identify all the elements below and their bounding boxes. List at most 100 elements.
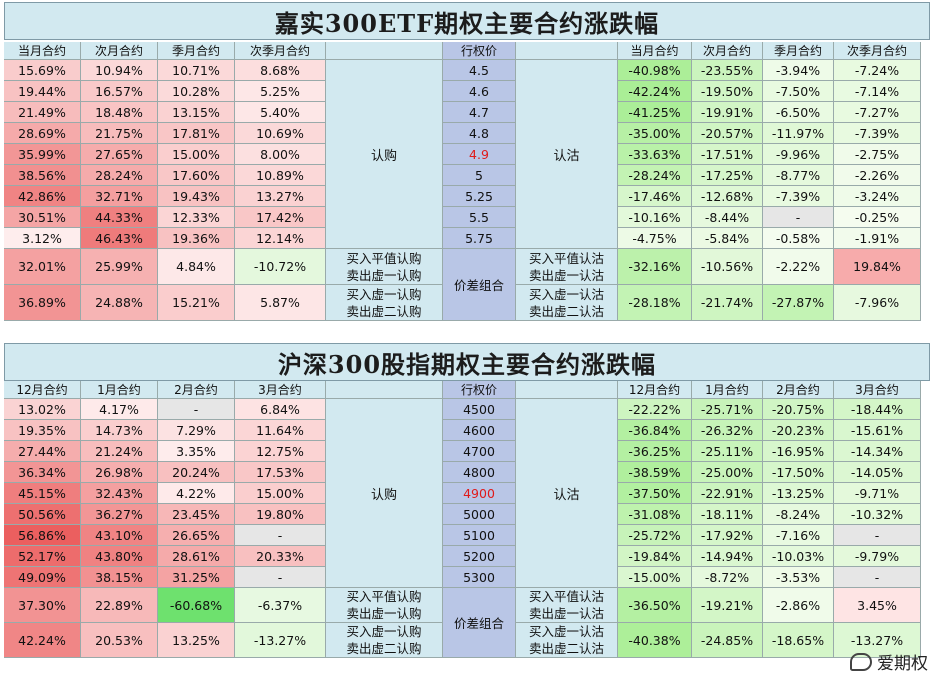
spread-call-cell: -6.37% xyxy=(235,588,326,623)
call-change-cell: 19.35% xyxy=(4,420,81,441)
blank-header xyxy=(326,381,443,399)
spread-call-cell: 25.99% xyxy=(81,249,158,285)
call-change-cell: 17.53% xyxy=(235,462,326,483)
desc-line: 买入虚一认购 xyxy=(346,286,422,302)
put-change-cell: -38.59% xyxy=(618,462,692,483)
strike-cell: 5100 xyxy=(443,525,516,546)
put-change-cell: -7.24% xyxy=(834,60,921,81)
call-col-header: 12月合约 xyxy=(4,381,81,399)
call-change-cell: 49.09% xyxy=(4,567,81,588)
strike-cell: 4900 xyxy=(443,483,516,504)
put-change-cell: -0.58% xyxy=(763,228,834,249)
desc-line: 卖出虚一认沽 xyxy=(528,267,604,283)
put-change-cell: -14.05% xyxy=(834,462,921,483)
desc-line: 买入虚一认沽 xyxy=(528,624,604,639)
strike-cell: 5.75 xyxy=(443,228,516,249)
call-change-cell: 26.65% xyxy=(158,525,235,546)
call-change-cell: 13.27% xyxy=(235,186,326,207)
call-change-cell: 10.89% xyxy=(235,165,326,186)
put-change-cell: -17.51% xyxy=(692,144,763,165)
spread-put-cell: -19.21% xyxy=(692,588,763,623)
desc-line: 卖出虚一认沽 xyxy=(528,606,604,621)
put-col-header: 当月合约 xyxy=(618,42,692,60)
call-spread-desc: 买入平值认购 卖出虚一认购 xyxy=(326,588,443,623)
spread-call-cell: 37.30% xyxy=(4,588,81,623)
spread-call-cell: 32.01% xyxy=(4,249,81,285)
put-col-header: 季月合约 xyxy=(763,42,834,60)
put-change-cell: -18.11% xyxy=(692,504,763,525)
call-change-cell: 19.80% xyxy=(235,504,326,525)
blank-header xyxy=(516,381,618,399)
put-change-cell: -9.71% xyxy=(834,483,921,504)
put-change-cell: -20.75% xyxy=(763,399,834,420)
call-col-header: 次季月合约 xyxy=(235,42,326,60)
blank-header xyxy=(326,42,443,60)
watermark: 爱期权 xyxy=(850,649,928,674)
call-change-cell: 3.35% xyxy=(158,441,235,462)
strike-cell: 4600 xyxy=(443,420,516,441)
put-label: 认沽 xyxy=(516,399,618,588)
put-col-header: 2月合约 xyxy=(763,381,834,399)
put-change-cell: -25.72% xyxy=(618,525,692,546)
call-change-cell: 26.98% xyxy=(81,462,158,483)
put-change-cell: -42.24% xyxy=(618,81,692,102)
put-change-cell: -15.00% xyxy=(618,567,692,588)
put-change-cell: -25.11% xyxy=(692,441,763,462)
blank-header xyxy=(516,42,618,60)
call-col-header: 季月合约 xyxy=(158,42,235,60)
call-change-cell: 7.29% xyxy=(158,420,235,441)
panel-title: 沪深300股指期权主要合约涨跌幅 xyxy=(4,343,930,381)
desc-line: 买入虚一认沽 xyxy=(528,286,604,302)
put-change-cell: -25.00% xyxy=(692,462,763,483)
desc-line: 卖出虚二认沽 xyxy=(528,641,604,656)
call-change-cell: 10.94% xyxy=(81,60,158,81)
desc-line: 卖出虚二认购 xyxy=(346,303,422,319)
spread-put-cell: -24.85% xyxy=(692,623,763,658)
call-change-cell: 15.00% xyxy=(158,144,235,165)
panel-title: 嘉实300ETF期权主要合约涨跌幅 xyxy=(4,2,930,40)
index-option-panel: 沪深300股指期权主要合约涨跌幅 12月合约 1月合约 2月合约 3月合约 行权价 12月… xyxy=(4,343,930,663)
desc-line: 卖出虚二认购 xyxy=(346,641,422,656)
spread-put-cell: -2.22% xyxy=(763,249,834,285)
call-change-cell: 5.40% xyxy=(235,102,326,123)
call-spread-desc: 买入虚一认购 卖出虚二认购 xyxy=(326,623,443,658)
put-change-cell: - xyxy=(763,207,834,228)
put-change-cell: -7.27% xyxy=(834,102,921,123)
call-col-header: 次月合约 xyxy=(81,42,158,60)
call-change-cell: 15.00% xyxy=(235,483,326,504)
put-change-cell: -3.53% xyxy=(763,567,834,588)
call-change-cell: 38.15% xyxy=(81,567,158,588)
call-change-cell: 15.69% xyxy=(4,60,81,81)
desc-line: 卖出虚一认购 xyxy=(346,267,422,283)
put-change-cell: -4.75% xyxy=(618,228,692,249)
put-change-cell: -0.25% xyxy=(834,207,921,228)
put-change-cell: -20.23% xyxy=(763,420,834,441)
put-label: 认沽 xyxy=(516,60,618,249)
call-change-cell: 6.84% xyxy=(235,399,326,420)
put-change-cell: -36.25% xyxy=(618,441,692,462)
change-table: 12月合约 1月合约 2月合约 3月合约 行权价 12月合约 1月合约 2月合约 3月合约 认购认… xyxy=(4,381,930,663)
call-change-cell: 8.68% xyxy=(235,60,326,81)
call-change-cell: 17.42% xyxy=(235,207,326,228)
put-change-cell: -1.91% xyxy=(834,228,921,249)
change-table: 当月合约 次月合约 季月合约 次季月合约 行权价 当月合约 次月合约 季月合约 次季月合约 认购认… xyxy=(4,42,930,326)
call-change-cell: 32.71% xyxy=(81,186,158,207)
call-change-cell: 13.02% xyxy=(4,399,81,420)
put-change-cell: -10.16% xyxy=(618,207,692,228)
call-col-header: 1月合约 xyxy=(81,381,158,399)
spread-put-cell: -36.50% xyxy=(618,588,692,623)
put-col-header: 3月合约 xyxy=(834,381,921,399)
put-change-cell: -20.57% xyxy=(692,123,763,144)
put-change-cell: -7.50% xyxy=(763,81,834,102)
put-col-header: 次季月合约 xyxy=(834,42,921,60)
put-change-cell: -8.77% xyxy=(763,165,834,186)
put-change-cell: -6.50% xyxy=(763,102,834,123)
spread-call-cell: 5.87% xyxy=(235,285,326,321)
spread-call-cell: -13.27% xyxy=(235,623,326,658)
put-change-cell: -14.94% xyxy=(692,546,763,567)
call-change-cell: 30.51% xyxy=(4,207,81,228)
call-change-cell: 11.64% xyxy=(235,420,326,441)
desc-line: 卖出虚一认购 xyxy=(346,606,422,621)
call-change-cell: 14.73% xyxy=(81,420,158,441)
desc-line: 买入平值认沽 xyxy=(528,589,604,604)
